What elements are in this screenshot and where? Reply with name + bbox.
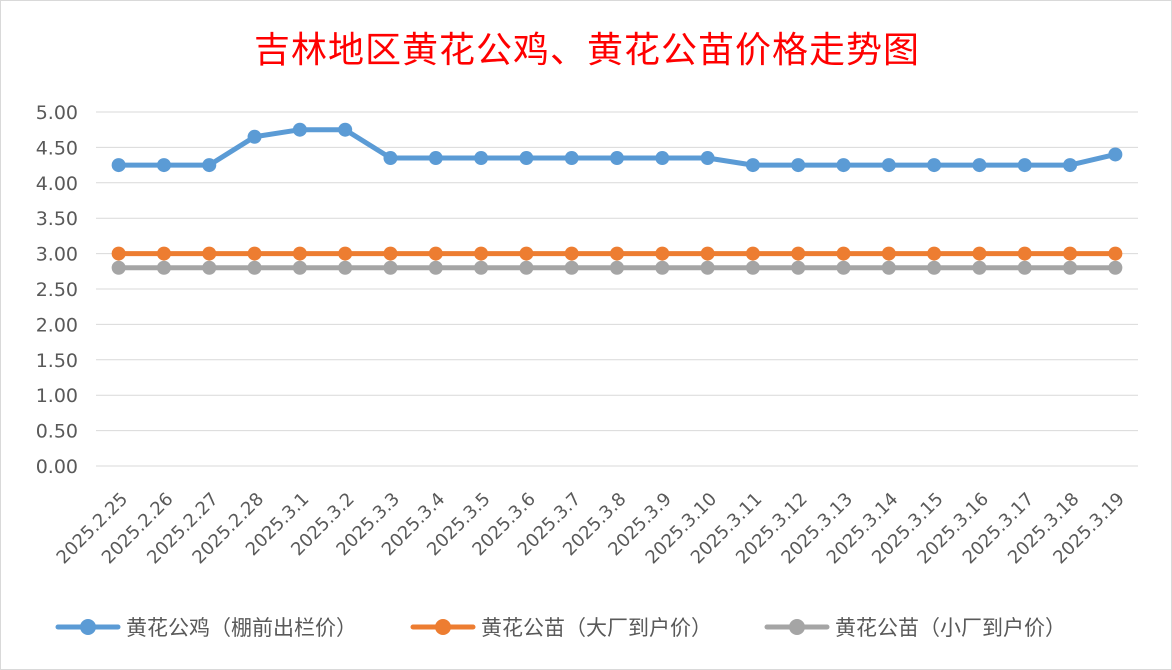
data-point (111, 260, 126, 275)
y-tick-label: 3.50 (36, 208, 78, 230)
data-point (474, 246, 489, 261)
data-point (700, 246, 715, 261)
y-tick-label: 3.00 (36, 244, 78, 266)
data-point (836, 158, 851, 173)
legend-point-marker (435, 619, 451, 635)
data-point (881, 246, 896, 261)
data-point (610, 151, 624, 166)
legend-item: 黄花公苗（小厂到户价） (764, 616, 1066, 640)
data-point (700, 151, 715, 166)
data-point (836, 260, 851, 275)
data-point (202, 246, 217, 261)
data-point (292, 246, 307, 261)
y-tick-label: 5.00 (36, 102, 78, 124)
data-point (1063, 260, 1078, 275)
data-point (1108, 147, 1123, 162)
y-tick-label: 1.00 (36, 385, 78, 407)
legend-item: 黄花公鸡（棚前出栏价） (55, 616, 357, 640)
data-point (927, 158, 942, 173)
data-point (474, 260, 489, 275)
data-point (745, 260, 760, 275)
data-point (972, 158, 987, 173)
data-point (428, 151, 443, 166)
data-point (156, 246, 171, 261)
data-point (791, 158, 806, 173)
data-point (745, 158, 760, 173)
data-point (972, 246, 987, 261)
data-point (1108, 260, 1123, 275)
data-point (1063, 158, 1078, 173)
data-point (836, 246, 851, 261)
legend-label: 黄花公鸡（棚前出栏价） (126, 616, 357, 640)
data-point (338, 260, 353, 275)
legend-item: 黄花公苗（大厂到户价） (410, 616, 712, 640)
data-point (156, 158, 171, 173)
y-tick-label: 4.50 (36, 137, 78, 159)
series-1 (111, 246, 1123, 261)
y-axis: 0.00 0.50 1.00 1.50 2.00 2.50 3.00 3.50 4.00 4.50… (36, 102, 78, 478)
y-tick-label: 0.50 (36, 421, 78, 443)
data-point (247, 129, 262, 144)
data-point (564, 246, 579, 261)
data-point (1108, 246, 1123, 261)
data-point (292, 122, 307, 137)
data-point (338, 122, 353, 137)
data-point (610, 260, 624, 275)
data-point (383, 246, 398, 261)
series-0 (111, 122, 1123, 173)
data-point (1017, 246, 1032, 261)
data-point (655, 246, 670, 261)
x-axis: 2025.2.252025.2.262025.2.272025.2.282025… (53, 489, 1129, 569)
legend-label: 黄花公苗（大厂到户价） (481, 616, 712, 640)
data-point (383, 260, 398, 275)
y-tick-label: 4.00 (36, 173, 78, 195)
data-point (610, 246, 624, 261)
data-point (247, 246, 262, 261)
legend-point-marker (80, 619, 96, 635)
data-point (202, 158, 217, 173)
y-tick-label: 0.00 (36, 456, 78, 478)
data-point (972, 260, 987, 275)
data-point (791, 246, 806, 261)
legend-point-marker (789, 619, 805, 635)
y-tick-label: 2.00 (36, 314, 78, 336)
data-point (881, 158, 896, 173)
data-point (156, 260, 171, 275)
data-point (111, 158, 126, 173)
data-point (655, 260, 670, 275)
y-tick-label: 2.50 (36, 279, 78, 301)
data-point (881, 260, 896, 275)
data-point (428, 260, 443, 275)
data-point (1017, 260, 1032, 275)
data-point (791, 260, 806, 275)
y-tick-label: 1.50 (36, 350, 78, 372)
data-point (1017, 158, 1032, 173)
data-point (700, 260, 715, 275)
series-lines (111, 122, 1123, 275)
data-point (338, 246, 353, 261)
data-point (927, 260, 942, 275)
data-point (383, 151, 398, 166)
data-point (474, 151, 489, 166)
legend: 黄花公鸡（棚前出栏价） 黄花公苗（大厂到户价） 黄花公苗（小厂到户价） (55, 616, 1066, 640)
data-point (111, 246, 126, 261)
data-point (519, 260, 534, 275)
data-point (927, 246, 942, 261)
chart-title: 吉林地区黄花公鸡、黄花公苗价格走势图 (253, 30, 920, 71)
data-point (519, 246, 534, 261)
data-point (428, 246, 443, 261)
legend-label: 黄花公苗（小厂到户价） (835, 616, 1066, 640)
data-point (519, 151, 534, 166)
data-point (564, 151, 579, 166)
data-point (202, 260, 217, 275)
data-point (292, 260, 307, 275)
data-point (1063, 246, 1078, 261)
data-point (745, 246, 760, 261)
series-2 (111, 260, 1123, 275)
data-point (564, 260, 579, 275)
data-point (247, 260, 262, 275)
data-point (655, 151, 670, 166)
